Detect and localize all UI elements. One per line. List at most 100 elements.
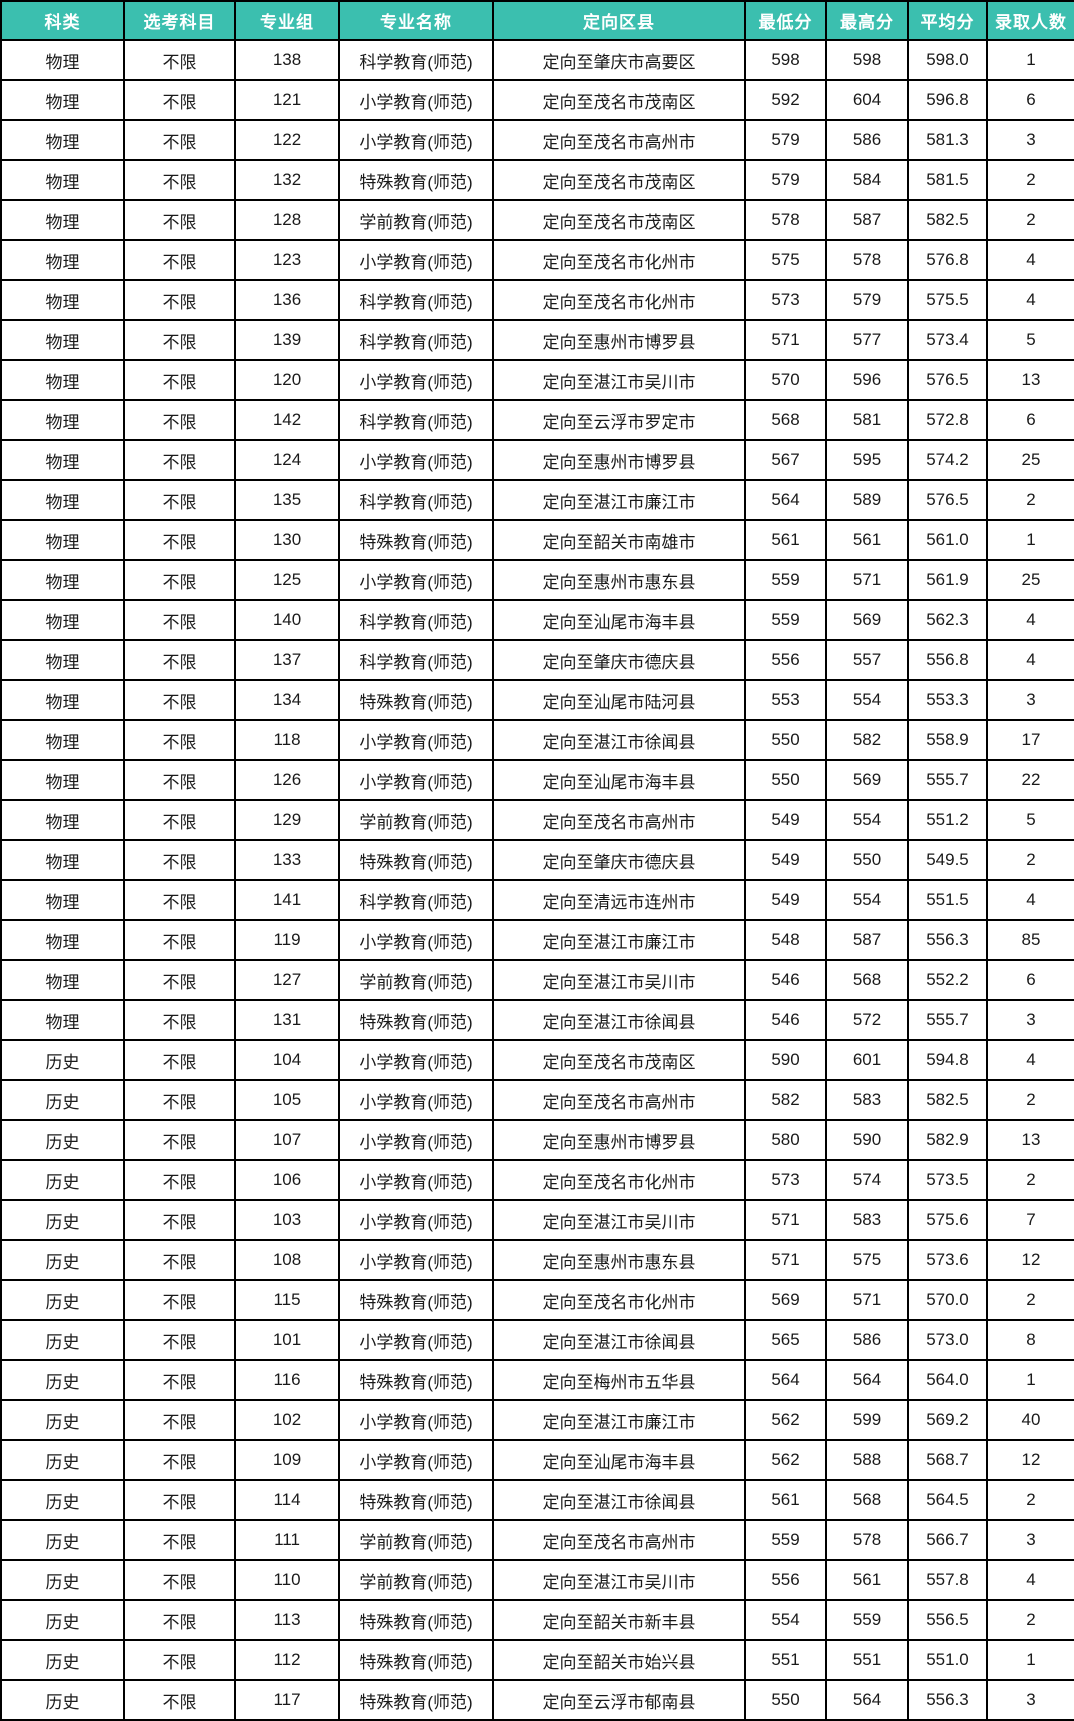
table-cell: 不限 (123, 1399, 236, 1441)
table-cell: 22 (986, 759, 1074, 801)
table-cell: 562 (744, 1399, 827, 1441)
table-cell: 特殊教育(师范) (338, 839, 494, 881)
table-cell: 564.5 (907, 1479, 988, 1521)
table-cell: 不限 (123, 159, 236, 201)
table-cell: 569 (744, 1279, 827, 1321)
table-cell: 定向至湛江市吴川市 (492, 1559, 746, 1601)
table-cell: 556.5 (907, 1599, 988, 1641)
table-cell: 1 (986, 1639, 1074, 1681)
table-cell: 130 (234, 519, 340, 561)
table-cell: 582 (744, 1079, 827, 1121)
table-cell: 不限 (123, 1159, 236, 1201)
table-cell: 583 (825, 1199, 909, 1241)
table-row: 物理 不限 137 科学教育(师范) 定向至肇庆市德庆县 556 557 556.8 4 (0, 639, 1074, 681)
table-cell: 定向至茂名市化州市 (492, 279, 746, 321)
table-cell: 140 (234, 599, 340, 641)
table-cell: 历史 (0, 1079, 125, 1121)
table-cell: 物理 (0, 39, 125, 81)
table-cell: 定向至惠州市惠东县 (492, 1239, 746, 1281)
table-cell: 122 (234, 119, 340, 161)
table-cell: 特殊教育(师范) (338, 999, 494, 1041)
column-header-1: 科类 (1, 1, 125, 41)
table-cell: 559 (744, 1519, 827, 1561)
table-cell: 570 (744, 359, 827, 401)
table-cell: 物理 (0, 639, 125, 681)
table-cell: 554 (825, 679, 909, 721)
table-cell: 117 (234, 1679, 340, 1721)
header-row: 科类 选考科目 专业组 专业名称 定向区县 最低分 最高分 平均分 录取人数 (1, 1, 1074, 41)
table-cell: 科学教育(师范) (338, 399, 494, 441)
table-cell: 125 (234, 559, 340, 601)
table-cell: 579 (825, 279, 909, 321)
table-cell: 小学教育(师范) (338, 559, 494, 601)
table-cell: 科学教育(师范) (338, 879, 494, 921)
table-cell: 物理 (0, 279, 125, 321)
table-cell: 575.6 (907, 1199, 988, 1241)
table-cell: 12 (986, 1239, 1074, 1281)
table-row: 历史 不限 110 学前教育(师范) 定向至湛江市吴川市 556 561 557.8 4 (0, 1559, 1074, 1601)
table-cell: 特殊教育(师范) (338, 159, 494, 201)
table-cell: 3 (986, 679, 1074, 721)
table-cell: 578 (825, 1519, 909, 1561)
table-cell: 小学教育(师范) (338, 1199, 494, 1241)
table-row: 历史 不限 115 特殊教育(师范) 定向至茂名市化州市 569 571 570.0 2 (0, 1279, 1074, 1321)
table-cell: 549 (744, 879, 827, 921)
table-cell: 598.0 (907, 39, 988, 81)
table-cell: 物理 (0, 479, 125, 521)
table-cell: 定向至茂名市茂南区 (492, 1039, 746, 1081)
table-cell: 不限 (123, 839, 236, 881)
table-cell: 特殊教育(师范) (338, 1279, 494, 1321)
table-row: 物理 不限 138 科学教育(师范) 定向至肇庆市高要区 598 598 598.0 1 (0, 39, 1074, 81)
table-cell: 历史 (0, 1239, 125, 1281)
table-cell: 575.5 (907, 279, 988, 321)
table-row: 历史 不限 107 小学教育(师范) 定向至惠州市博罗县 580 590 582.9 13 (0, 1119, 1074, 1161)
table-cell: 物理 (0, 919, 125, 961)
table-cell: 4 (986, 639, 1074, 681)
table-cell: 552.2 (907, 959, 988, 1001)
table-cell: 595 (825, 439, 909, 481)
table-cell: 历史 (0, 1319, 125, 1361)
table-cell: 不限 (123, 559, 236, 601)
table-cell: 物理 (0, 679, 125, 721)
table-cell: 109 (234, 1439, 340, 1481)
table-cell: 128 (234, 199, 340, 241)
table-cell: 126 (234, 759, 340, 801)
table-cell: 不限 (123, 1039, 236, 1081)
table-row: 历史 不限 103 小学教育(师范) 定向至湛江市吴川市 571 583 575.6 7 (0, 1199, 1074, 1241)
table-cell: 127 (234, 959, 340, 1001)
table-cell: 3 (986, 1679, 1074, 1721)
table-cell: 不限 (123, 1479, 236, 1521)
table-cell: 特殊教育(师范) (338, 1639, 494, 1681)
table-cell: 546 (744, 959, 827, 1001)
table-cell: 581.5 (907, 159, 988, 201)
table-cell: 定向至茂名市茂南区 (492, 159, 746, 201)
table-cell: 5 (986, 319, 1074, 361)
table-cell: 不限 (123, 1239, 236, 1281)
table-cell: 549 (744, 839, 827, 881)
table-cell: 学前教育(师范) (338, 959, 494, 1001)
column-header-8: 平均分 (907, 1, 988, 41)
table-row: 物理 不限 139 科学教育(师范) 定向至惠州市博罗县 571 577 573.4 5 (0, 319, 1074, 361)
table-cell: 598 (744, 39, 827, 81)
table-cell: 581.3 (907, 119, 988, 161)
table-row: 物理 不限 142 科学教育(师范) 定向至云浮市罗定市 568 581 572.8 6 (0, 399, 1074, 441)
table-cell: 学前教育(师范) (338, 1559, 494, 1601)
table-row: 物理 不限 129 学前教育(师范) 定向至茂名市高州市 549 554 551.2 5 (0, 799, 1074, 841)
table-cell: 特殊教育(师范) (338, 1359, 494, 1401)
table-cell: 573 (744, 279, 827, 321)
table-cell: 学前教育(师范) (338, 199, 494, 241)
table-cell: 特殊教育(师范) (338, 1599, 494, 1641)
table-cell: 104 (234, 1039, 340, 1081)
table-cell: 568 (825, 959, 909, 1001)
table-row: 历史 不限 101 小学教育(师范) 定向至湛江市徐闻县 565 586 573.0 8 (0, 1319, 1074, 1361)
table-cell: 556 (744, 1559, 827, 1601)
table-cell: 1 (986, 39, 1074, 81)
table-cell: 定向至汕尾市海丰县 (492, 759, 746, 801)
table-cell: 定向至茂名市高州市 (492, 1079, 746, 1121)
table-cell: 定向至汕尾市陆河县 (492, 679, 746, 721)
table-cell: 不限 (123, 1439, 236, 1481)
table-cell: 590 (825, 1119, 909, 1161)
table-cell: 562 (744, 1439, 827, 1481)
table-cell: 定向至茂名市高州市 (492, 1519, 746, 1561)
table-cell: 118 (234, 719, 340, 761)
